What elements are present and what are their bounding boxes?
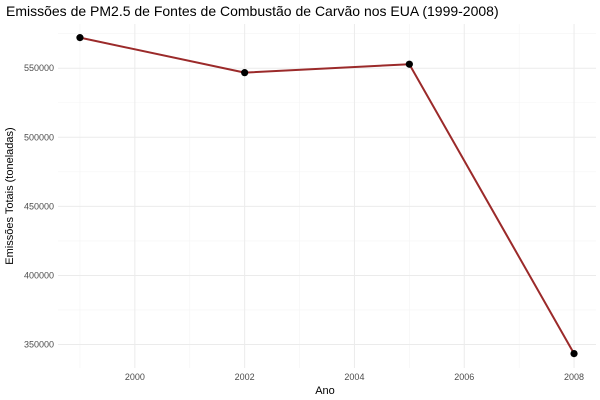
x-axis-ticks: 2000 2002 2004 2006 2008 bbox=[125, 372, 584, 382]
data-point bbox=[241, 69, 249, 77]
data-point bbox=[76, 34, 84, 42]
x-tick-label: 2002 bbox=[235, 372, 255, 382]
y-tick-label: 550000 bbox=[24, 63, 54, 73]
y-tick-label: 400000 bbox=[24, 270, 54, 280]
x-tick-label: 2008 bbox=[564, 372, 584, 382]
x-tick-label: 2004 bbox=[344, 372, 364, 382]
series-line-group bbox=[76, 34, 578, 358]
data-point bbox=[405, 60, 413, 68]
y-tick-label: 500000 bbox=[24, 132, 54, 142]
y-tick-label: 350000 bbox=[24, 340, 54, 350]
chart-title: Emissões de PM2.5 de Fontes de Combustão… bbox=[6, 3, 499, 19]
x-tick-label: 2000 bbox=[125, 372, 145, 382]
series-line bbox=[79, 36, 575, 355]
grid bbox=[58, 24, 596, 368]
x-tick-label: 2006 bbox=[454, 372, 474, 382]
data-point bbox=[570, 349, 578, 358]
y-axis-ticks: 350000 400000 450000 500000 550000 bbox=[24, 63, 54, 349]
x-axis-title: Ano bbox=[315, 385, 335, 397]
y-axis-title: Emissões Totais (toneladas) bbox=[4, 127, 16, 264]
y-tick-label: 450000 bbox=[24, 201, 54, 211]
